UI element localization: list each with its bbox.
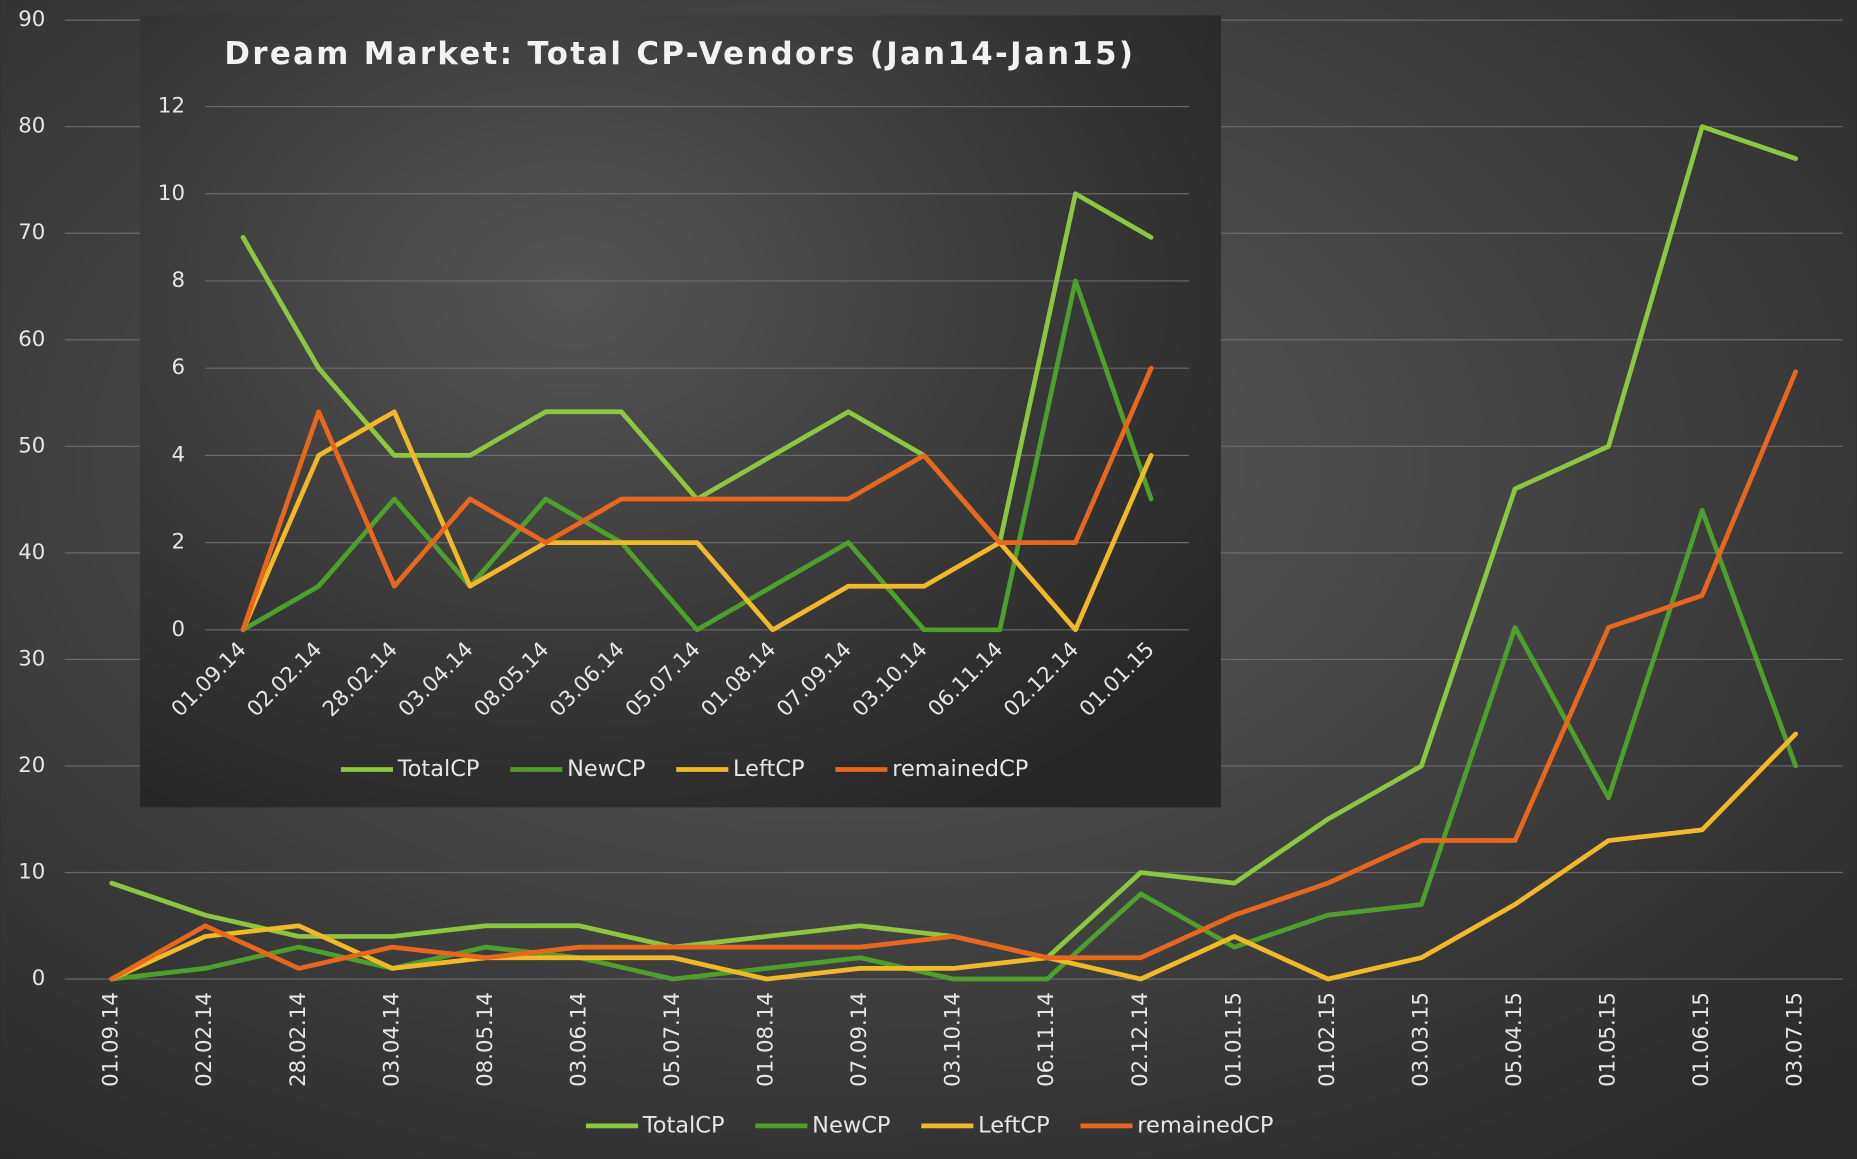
legend-label: NewCP <box>567 756 645 782</box>
legend-label: LeftCP <box>733 756 805 782</box>
y-tick-label: 10 <box>18 860 45 885</box>
line-series <box>240 365 1154 633</box>
x-tick-label: 03.07.15 <box>1783 992 1808 1087</box>
legend: TotalCP NewCP LeftCP remainedCP <box>585 1112 1273 1138</box>
y-tick-label: 30 <box>18 646 45 671</box>
x-tick-label: 01.01.15 <box>1221 992 1246 1087</box>
x-tick-label: 03.10.14 <box>941 992 966 1087</box>
y-tick-label: 10 <box>158 181 185 206</box>
y-tick-label: 8 <box>171 268 185 293</box>
x-tick-label: 07.09.14 <box>847 992 872 1087</box>
x-tick-label: 01.05.15 <box>1596 992 1621 1087</box>
y-tick-label: 50 <box>18 433 45 458</box>
x-tick-label: 28.02.14 <box>286 992 311 1087</box>
x-tick-label: 01.08.14 <box>754 992 779 1087</box>
x-tick-label: 05.07.14 <box>660 992 685 1087</box>
chart-title: Dream Market: Total CP-Vendors (Jan14-Ja… <box>224 36 1135 72</box>
x-tick-label: 05.04.15 <box>1502 992 1527 1087</box>
y-tick-label: 90 <box>18 7 45 32</box>
x-tick-label: 01.06.15 <box>1689 992 1714 1087</box>
y-tick-label: 6 <box>171 355 185 380</box>
x-tick-label: 01.02.15 <box>1315 992 1340 1087</box>
x-tick-label: 08.05.14 <box>473 992 498 1087</box>
y-tick-label: 60 <box>18 327 45 352</box>
legend-label: TotalCP <box>397 756 480 782</box>
y-tick-label: 40 <box>18 540 45 565</box>
y-tick-label: 70 <box>18 220 45 245</box>
y-tick-label: 20 <box>18 753 45 778</box>
x-tick-label: 03.04.14 <box>379 992 404 1087</box>
line-series <box>109 369 1799 982</box>
y-tick-label: 12 <box>158 94 185 119</box>
y-tick-label: 2 <box>171 530 185 555</box>
x-tick-label: 03.06.14 <box>566 992 591 1087</box>
x-tick-label: 02.02.14 <box>192 992 217 1087</box>
line-series <box>109 731 1799 982</box>
legend-label: TotalCP <box>642 1112 725 1138</box>
legend-label: NewCP <box>812 1112 890 1138</box>
y-tick-label: 0 <box>171 617 185 642</box>
legend-label: LeftCP <box>978 1112 1050 1138</box>
x-tick-label: 02.12.14 <box>1128 992 1153 1087</box>
y-tick-label: 0 <box>32 966 46 991</box>
legend-label: remainedCP <box>1137 1112 1273 1138</box>
legend-label: remainedCP <box>892 756 1028 782</box>
y-tick-label: 4 <box>171 442 185 467</box>
y-tick-label: 80 <box>18 114 45 139</box>
legend: TotalCP NewCP LeftCP remainedCP <box>340 756 1028 782</box>
x-tick-label: 06.11.14 <box>1034 992 1059 1087</box>
inset-background <box>140 15 1221 808</box>
x-tick-label: 03.03.15 <box>1408 992 1433 1087</box>
line-series <box>240 278 1154 633</box>
x-tick-label: 01.09.14 <box>99 992 124 1087</box>
